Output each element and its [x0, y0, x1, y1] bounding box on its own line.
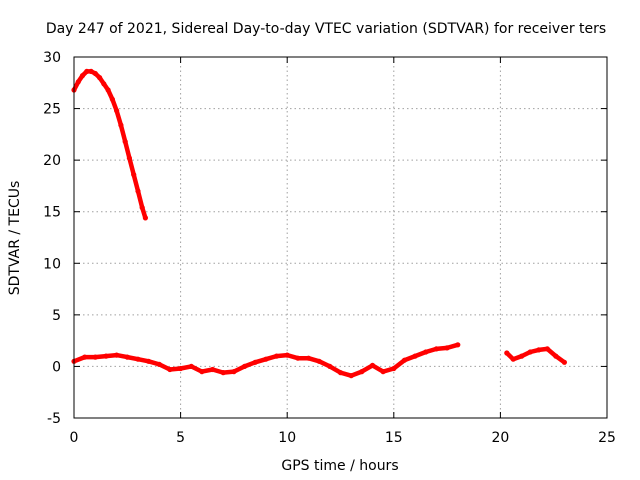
data-point: [401, 357, 408, 363]
data-point: [380, 369, 386, 375]
data-point: [79, 73, 86, 79]
x-tick-label: 25: [598, 430, 616, 446]
data-point: [316, 358, 322, 364]
data-point: [553, 353, 559, 359]
series-layer: [71, 68, 568, 379]
data-point: [263, 356, 269, 362]
data-point: [109, 96, 115, 102]
data-point: [423, 349, 429, 355]
tick-layer: 0 5 10 15 20 25 -5 0 5 10 15 20 25 30: [43, 50, 616, 446]
data-point: [114, 108, 120, 114]
data-point: [519, 353, 525, 359]
data-point: [124, 354, 130, 360]
x-tick-label: 15: [385, 430, 403, 446]
data-point: [242, 363, 248, 369]
data-point: [88, 68, 94, 74]
data-point: [527, 349, 533, 355]
data-point: [101, 81, 107, 87]
data-point: [369, 362, 376, 368]
chart-title: Day 247 of 2021, Sidereal Day-to-day VTE…: [46, 21, 606, 37]
data-point: [97, 75, 103, 81]
plot-frame: [73, 56, 608, 419]
data-point: [295, 355, 301, 361]
y-tick-label: 0: [52, 359, 61, 375]
data-point: [105, 87, 111, 93]
data-point: [536, 347, 542, 353]
y-tick-label: 30: [43, 50, 61, 66]
data-point: [412, 353, 418, 359]
y-tick-label: 20: [43, 153, 61, 169]
data-point: [126, 155, 132, 161]
data-point: [305, 355, 312, 361]
data-point: [348, 373, 354, 379]
data-point: [142, 215, 148, 221]
series-line-high: [71, 69, 148, 221]
x-tick-label: 20: [491, 430, 509, 446]
data-point: [444, 345, 450, 351]
y-axis-label: SDTVAR / TECUs: [7, 181, 23, 296]
data-point: [391, 365, 397, 372]
data-point: [146, 358, 152, 364]
data-point: [92, 354, 98, 360]
data-point: [337, 370, 344, 376]
y-tick-label: 25: [43, 102, 61, 118]
data-point: [544, 346, 550, 352]
data-point: [327, 363, 333, 369]
y-tick-label: 10: [43, 256, 61, 272]
data-point: [220, 370, 226, 376]
data-point: [178, 365, 184, 372]
data-point: [510, 356, 516, 362]
y-tick-label: -5: [47, 411, 61, 427]
data-point: [561, 359, 568, 365]
data-point: [199, 369, 205, 375]
grid-layer: [74, 57, 607, 418]
x-tick-label: 0: [70, 430, 79, 446]
data-point: [118, 122, 124, 128]
data-point: [455, 342, 461, 348]
data-point: [135, 356, 141, 362]
data-point: [122, 139, 128, 145]
data-point: [188, 363, 194, 369]
data-point: [273, 353, 280, 359]
data-point: [359, 369, 365, 375]
data-point: [252, 359, 258, 365]
data-point: [114, 352, 120, 358]
data-point: [139, 205, 145, 211]
data-point: [167, 366, 173, 373]
data-point: [103, 353, 109, 359]
data-point: [156, 361, 162, 367]
data-point: [504, 350, 510, 356]
data-point: [82, 354, 88, 360]
data-point: [92, 70, 98, 77]
data-point: [135, 188, 141, 194]
data-point: [284, 352, 290, 358]
y-tick-label: 15: [43, 205, 61, 221]
data-point: [433, 346, 439, 352]
data-point: [84, 68, 90, 74]
data-point: [210, 366, 216, 373]
data-point: [75, 79, 81, 85]
x-tick-label: 5: [176, 430, 185, 446]
data-point: [231, 369, 237, 375]
y-tick-label: 5: [52, 308, 61, 324]
x-tick-label: 10: [278, 430, 296, 446]
x-axis-label: GPS time / hours: [281, 458, 398, 474]
data-point: [131, 172, 137, 178]
